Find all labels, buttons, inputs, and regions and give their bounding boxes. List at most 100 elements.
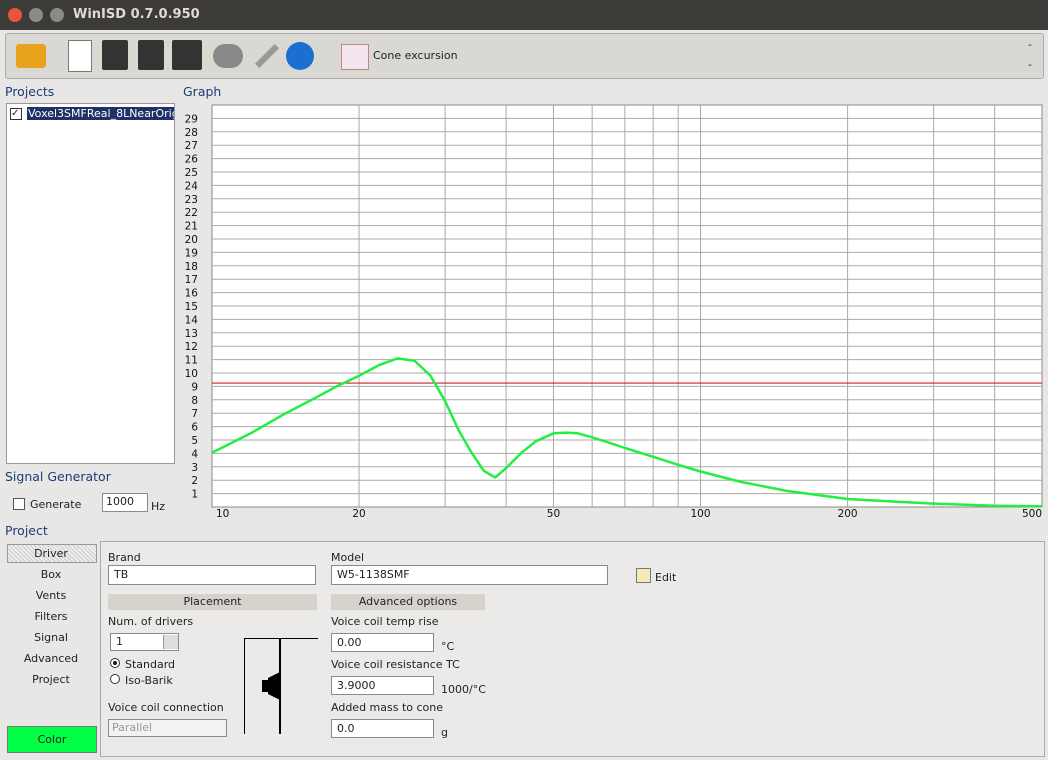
y-tick-label: 11 (185, 355, 198, 367)
close-button[interactable] (8, 8, 22, 22)
y-tick-label: 13 (185, 328, 198, 340)
project-tab[interactable]: Vents (35, 589, 67, 602)
resistance-tc-input[interactable]: 3.9000 (331, 676, 434, 695)
maximize-button[interactable] (50, 8, 64, 22)
project-tab[interactable]: Filters (34, 610, 68, 623)
y-tick-label: 5 (191, 435, 198, 447)
iso-barik-radio[interactable] (110, 674, 120, 684)
y-tick-label: 7 (191, 408, 198, 420)
open-button[interactable] (16, 44, 46, 68)
temp-unit: °C (441, 640, 455, 653)
added-mass-label: Added mass to cone (331, 701, 444, 714)
speaker-diagram (244, 638, 318, 734)
minimize-button[interactable] (29, 8, 43, 22)
iso-barik-label: Iso-Barik (125, 674, 173, 687)
resistance-tc-label: Voice coil resistance TC (331, 658, 460, 671)
y-tick-label: 4 (191, 448, 198, 460)
x-tick-label: 10 (216, 508, 229, 520)
y-tick-label: 22 (185, 207, 198, 219)
tab-selected-bg (7, 544, 97, 563)
y-tick-label: 12 (185, 341, 198, 353)
frequency-unit: Hz (151, 500, 166, 513)
num-drivers-select[interactable]: 1 (110, 633, 179, 651)
brand-label: Brand (108, 551, 141, 564)
graph-icon[interactable] (341, 44, 369, 70)
temp-rise-input[interactable]: 0.00 (331, 633, 434, 652)
y-tick-label: 16 (185, 288, 199, 300)
project-tab[interactable]: Advanced (23, 652, 79, 665)
y-tick-label: 10 (185, 368, 198, 380)
x-tick-label: 200 (838, 508, 858, 520)
y-tick-label: 1 (191, 489, 198, 501)
y-tick-label: 20 (185, 234, 198, 246)
y-tick-label: 8 (191, 395, 198, 407)
project-tab[interactable]: Driver (34, 547, 68, 560)
model-input[interactable]: W5-1138SMF (331, 565, 608, 585)
project-label: Project (5, 523, 48, 538)
mass-unit: g (441, 726, 448, 739)
x-tick-label: 50 (547, 508, 560, 520)
dropdown-arrow (163, 635, 178, 649)
y-tick-label: 19 (185, 247, 198, 259)
edit-icon[interactable] (636, 568, 651, 583)
chart: 1234567891011121314151617181920212223242… (185, 104, 1043, 520)
temp-rise-label: Voice coil temp rise (331, 615, 439, 628)
frequency-input[interactable]: 1000 (102, 493, 148, 512)
y-tick-label: 15 (185, 301, 198, 313)
info-button[interactable] (286, 42, 314, 70)
num-drivers-label: Num. of drivers (108, 615, 194, 628)
project-tab[interactable]: Box (40, 568, 62, 581)
y-tick-label: 24 (185, 180, 199, 192)
y-tick-label: 25 (185, 167, 198, 179)
project-tab[interactable]: Project (32, 673, 70, 686)
tools-button[interactable] (254, 43, 280, 69)
model-label: Model (331, 551, 365, 564)
x-tick-label: 20 (352, 508, 365, 520)
toolbar-marker: - (1028, 58, 1032, 71)
title-bar: WinISD 0.7.0.950 (0, 0, 1048, 30)
new-button[interactable] (68, 40, 92, 72)
edit-button[interactable]: Edit (655, 571, 677, 584)
toolbar: Cone excursion - - (5, 33, 1044, 79)
project-checkbox[interactable]: ✓ (10, 108, 22, 120)
y-tick-label: 17 (185, 274, 198, 286)
y-tick-label: 21 (185, 221, 198, 233)
y-tick-label: 6 (191, 422, 198, 434)
driver-button[interactable] (213, 44, 243, 68)
projects-label: Projects (5, 84, 55, 99)
advanced-options-header: Advanced options (331, 594, 485, 610)
project-tab[interactable]: Signal (34, 631, 68, 644)
y-tick-label: 18 (185, 261, 198, 273)
placement-header: Placement (108, 594, 317, 610)
standard-radio[interactable] (110, 658, 120, 668)
brand-input[interactable]: TB (108, 565, 316, 585)
connection-label: Voice coil connection (108, 701, 224, 714)
added-mass-input[interactable]: 0.0 (331, 719, 434, 738)
save-all-button[interactable] (172, 40, 202, 70)
y-tick-label: 14 (185, 314, 199, 326)
x-tick-label: 100 (691, 508, 711, 520)
x-tick-label: 500 (1022, 508, 1042, 520)
signal-generator-label: Signal Generator (5, 469, 111, 484)
generate-checkbox[interactable] (13, 498, 25, 510)
y-tick-label: 29 (185, 113, 198, 125)
y-tick-label: 23 (185, 194, 198, 206)
y-tick-label: 9 (191, 381, 198, 393)
y-tick-label: 2 (191, 475, 198, 487)
save-as-button[interactable] (138, 40, 164, 70)
color-button[interactable]: Color (7, 726, 97, 753)
window-title: WinISD 0.7.0.950 (73, 7, 200, 22)
generate-label: Generate (30, 498, 82, 511)
standard-label: Standard (125, 658, 176, 671)
y-tick-label: 27 (185, 140, 198, 152)
y-tick-label: 3 (191, 462, 198, 474)
project-item[interactable]: Voxel3SMFReal_8LNearOrig (27, 107, 174, 120)
y-tick-label: 28 (185, 127, 198, 139)
toolbar-marker: - (1028, 38, 1032, 51)
save-button[interactable] (102, 40, 128, 70)
connection-select[interactable]: Parallel (108, 719, 227, 737)
y-tick-label: 26 (185, 154, 199, 166)
resistance-unit: 1000/°C (441, 683, 486, 696)
graph-selector[interactable]: Cone excursion (373, 49, 458, 62)
